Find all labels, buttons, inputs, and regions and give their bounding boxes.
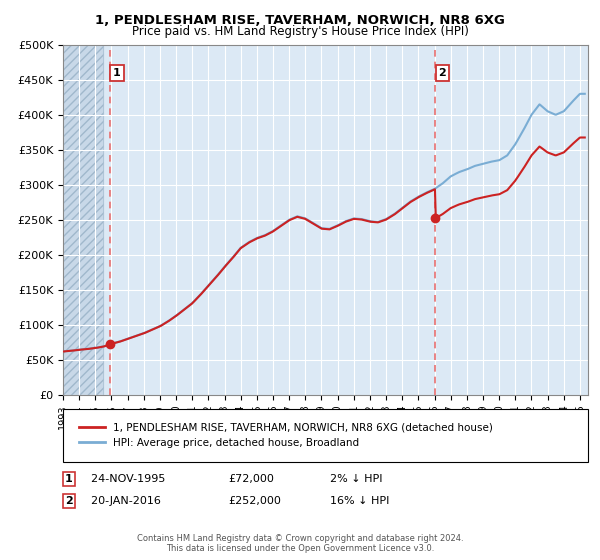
Text: £72,000: £72,000 [228, 474, 274, 484]
Text: 2% ↓ HPI: 2% ↓ HPI [330, 474, 383, 484]
Text: 24-NOV-1995: 24-NOV-1995 [84, 474, 166, 484]
Bar [63, 45, 103, 395]
Text: 20-JAN-2016: 20-JAN-2016 [84, 496, 161, 506]
Text: 1: 1 [65, 474, 73, 484]
Legend: 1, PENDLESHAM RISE, TAVERHAM, NORWICH, NR8 6XG (detached house), HPI: Average pr: 1, PENDLESHAM RISE, TAVERHAM, NORWICH, N… [73, 417, 498, 454]
Text: 2: 2 [439, 68, 446, 78]
FancyBboxPatch shape [63, 409, 588, 462]
Text: Contains HM Land Registry data © Crown copyright and database right 2024.
This d: Contains HM Land Registry data © Crown c… [137, 534, 463, 553]
Text: 16% ↓ HPI: 16% ↓ HPI [330, 496, 389, 506]
Text: £252,000: £252,000 [228, 496, 281, 506]
Text: 1, PENDLESHAM RISE, TAVERHAM, NORWICH, NR8 6XG: 1, PENDLESHAM RISE, TAVERHAM, NORWICH, N… [95, 14, 505, 27]
Text: 1: 1 [113, 68, 121, 78]
Bar [63, 45, 103, 395]
Text: Price paid vs. HM Land Registry's House Price Index (HPI): Price paid vs. HM Land Registry's House … [131, 25, 469, 38]
Text: 2: 2 [65, 496, 73, 506]
